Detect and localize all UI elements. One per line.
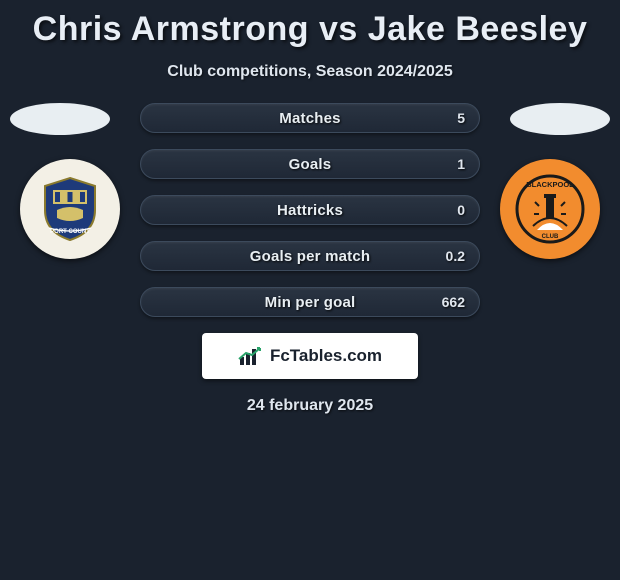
stat-right-value: 0 <box>457 202 465 218</box>
crest-left-icon: PORT COUNT <box>35 174 105 244</box>
stat-label: Hattricks <box>277 202 343 219</box>
stat-label: Goals <box>289 156 332 173</box>
fctables-logo: FcTables.com <box>202 333 418 379</box>
stat-right-value: 5 <box>457 110 465 126</box>
player-left-oval <box>10 103 110 135</box>
stat-label: Min per goal <box>265 294 356 311</box>
stat-row: Min per goal 662 <box>140 287 480 317</box>
stat-row: Goals 1 <box>140 149 480 179</box>
stat-label: Goals per match <box>250 248 371 265</box>
stockport-county-crest: PORT COUNT <box>20 159 120 259</box>
page-title: Chris Armstrong vs Jake Beesley <box>0 0 620 49</box>
stat-right-value: 662 <box>442 294 465 310</box>
date-label: 24 february 2025 <box>0 397 620 415</box>
stat-right-value: 0.2 <box>446 248 465 264</box>
stat-row: Goals per match 0.2 <box>140 241 480 271</box>
stat-row: Hattricks 0 <box>140 195 480 225</box>
subtitle: Club competitions, Season 2024/2025 <box>0 63 620 81</box>
blackpool-fc-crest: BLACKPOOL CLUB <box>500 159 600 259</box>
svg-text:PORT COUNT: PORT COUNT <box>50 229 90 235</box>
stat-label: Matches <box>279 110 340 127</box>
svg-text:CLUB: CLUB <box>542 234 559 240</box>
stat-row: Matches 5 <box>140 103 480 133</box>
svg-text:BLACKPOOL: BLACKPOOL <box>526 180 574 189</box>
comparison-stage: PORT COUNT BLACKPOOL CLUB Matches 5 Goal… <box>0 103 620 317</box>
crest-right-icon: BLACKPOOL CLUB <box>515 174 585 244</box>
stat-right-value: 1 <box>457 156 465 172</box>
player-right-oval <box>510 103 610 135</box>
bar-chart-icon <box>238 345 264 367</box>
stats-bars: Matches 5 Goals 1 Hattricks 0 Goals per … <box>140 103 480 317</box>
logo-text: FcTables.com <box>270 346 382 366</box>
